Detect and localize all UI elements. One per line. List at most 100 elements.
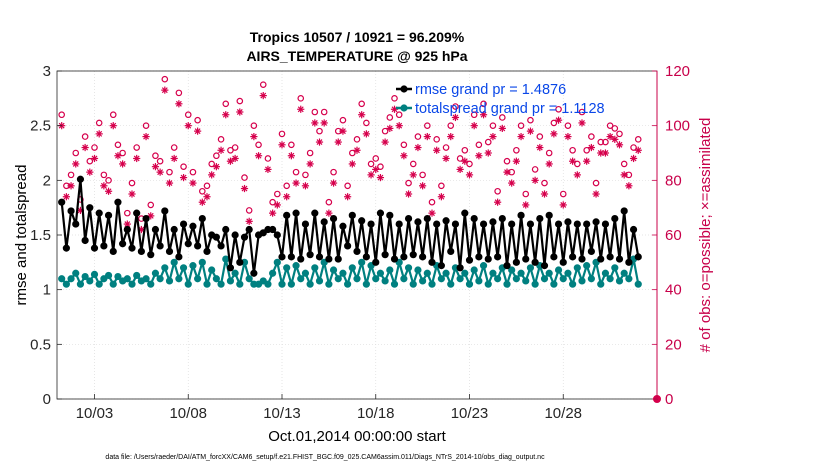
assimilated-obs-point <box>301 182 310 190</box>
rmse-point <box>245 225 253 234</box>
asterisk-stroke <box>597 150 604 156</box>
assimilated-obs-point <box>109 122 117 130</box>
possible-obs-point <box>588 133 595 140</box>
assimilated-obs-point <box>531 176 539 184</box>
asterisk-stroke <box>297 106 304 113</box>
assimilated-obs-point <box>550 130 558 138</box>
totalspread-point <box>564 269 572 277</box>
totalspread-point <box>151 269 160 277</box>
possible-obs-point <box>91 144 98 151</box>
assimilated-obs-point <box>601 149 610 157</box>
rmse-point <box>540 262 549 270</box>
rmse-point <box>58 198 66 206</box>
asterisk-stroke <box>241 185 248 192</box>
totalspread-point <box>559 275 567 283</box>
asterisk-stroke <box>222 111 229 118</box>
assimilated-obs-point <box>447 133 455 141</box>
right-tick-label: 60 <box>665 227 682 244</box>
possible-obs-point <box>367 160 375 168</box>
assimilated-obs-point <box>367 171 375 179</box>
totalspread-point <box>353 275 361 283</box>
rmse-point <box>348 211 356 219</box>
totalspread-point <box>423 269 431 277</box>
rmse-point <box>222 225 230 234</box>
asterisk-stroke <box>475 152 482 159</box>
possible-obs-point <box>189 168 197 176</box>
totalspread-point <box>170 258 178 266</box>
asterisk-stroke <box>213 163 220 170</box>
possible-obs-point <box>499 114 506 121</box>
assimilated-obs-point <box>133 154 141 163</box>
rmse-point <box>409 251 417 259</box>
totalspread-point <box>522 277 530 285</box>
possible-obs-point <box>620 160 628 168</box>
totalspread-point <box>358 258 366 266</box>
totalspread-point <box>67 275 75 283</box>
possible-obs-point <box>344 182 351 190</box>
asterisk-stroke <box>550 130 557 137</box>
asterisk-stroke <box>166 180 173 187</box>
x-axis: 10/03 10/08 10/13 10/18 10/23 10/28 <box>76 394 582 422</box>
asterisk-stroke <box>522 201 529 208</box>
totalspread-point <box>217 280 225 288</box>
possible-obs-point <box>250 122 258 129</box>
asterisk-stroke <box>546 160 553 167</box>
possible-obs-point <box>461 146 469 154</box>
totalspread-point <box>587 275 595 283</box>
rmse-point <box>240 233 249 241</box>
totalspread-point <box>114 272 122 281</box>
totalspread-point <box>554 266 563 274</box>
possible-obs-point <box>470 111 478 119</box>
assimilated-obs-point <box>372 165 380 173</box>
possible-obs-point <box>428 198 436 206</box>
possible-obs-point <box>241 174 248 181</box>
asterisk-stroke <box>86 169 93 176</box>
totalspread-point <box>494 275 502 283</box>
rmse-point <box>217 242 225 250</box>
assimilated-obs-point <box>156 168 164 176</box>
assimilated-obs-point <box>334 138 342 146</box>
rmse-point <box>100 242 108 250</box>
totalspread-point <box>372 275 380 283</box>
asterisk-stroke <box>264 166 271 173</box>
possible-obs-point <box>517 122 525 129</box>
asterisk-stroke <box>227 158 234 165</box>
possible-obs-point <box>555 105 562 113</box>
totalspread-point <box>58 275 66 283</box>
possible-obs-point <box>438 182 445 190</box>
asterisk-stroke <box>489 133 496 140</box>
possible-obs-point <box>259 81 267 88</box>
assimilated-obs-point <box>62 193 70 201</box>
assimilated-obs-point <box>554 116 563 124</box>
totalspread-point <box>278 280 286 288</box>
possible-obs-point <box>442 144 450 151</box>
totalspread-point <box>428 280 436 288</box>
assimilated-obs-point <box>320 119 328 127</box>
asterisk-stroke <box>208 171 215 178</box>
rmse-point <box>184 240 192 248</box>
totalspread-point <box>109 280 117 288</box>
totalspread-point <box>447 280 455 288</box>
left-tick-label: 1 <box>43 282 51 299</box>
asterisk-stroke <box>414 144 421 151</box>
asterisk-stroke <box>452 114 459 121</box>
totalspread-point <box>179 264 188 272</box>
possible-obs-point <box>597 138 605 146</box>
totalspread-point <box>583 262 591 270</box>
possible-obs-point <box>395 111 403 119</box>
asterisk-stroke <box>100 182 107 189</box>
rmse-point <box>306 251 314 259</box>
rmse-point <box>564 218 572 226</box>
possible-obs-point <box>114 141 122 149</box>
rmse-point <box>479 220 488 228</box>
asterisk-stroke <box>433 147 440 154</box>
rmse-point <box>165 247 174 255</box>
possible-obs-point <box>592 179 600 187</box>
assimilated-obs-point <box>479 111 488 119</box>
possible-obs-point <box>330 168 337 176</box>
rmse-point <box>414 218 422 226</box>
rmse-point <box>498 215 506 223</box>
possible-obs-point <box>109 111 117 119</box>
assimilated-obs-point <box>184 122 192 130</box>
asterisk-stroke <box>518 133 525 140</box>
